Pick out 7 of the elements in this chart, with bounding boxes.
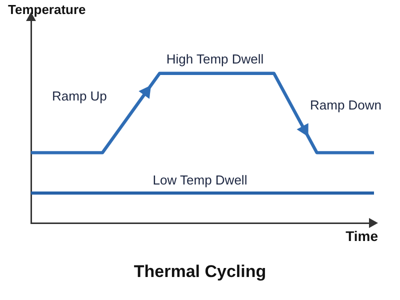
- text: Thermal Cycling: [132, 262, 268, 282]
- x-axis-title: Time: [346, 228, 378, 244]
- annotation: Ramp Up: [52, 88, 107, 104]
- annotation: Low Temp Dwell: [152, 172, 248, 188]
- text: High Temp Dwell: [166, 52, 264, 67]
- y-axis-title: Temperature: [8, 2, 86, 17]
- annotation: Ramp Down: [310, 98, 382, 113]
